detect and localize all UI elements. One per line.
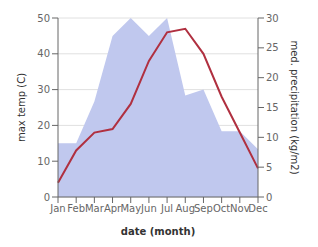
svg-text:max temp (C): max temp (C) — [16, 73, 27, 142]
svg-text:25: 25 — [266, 42, 279, 53]
svg-text:Apr: Apr — [104, 203, 122, 214]
svg-text:Oct: Oct — [213, 203, 230, 214]
svg-text:Sep: Sep — [194, 203, 213, 214]
svg-text:Feb: Feb — [67, 203, 85, 214]
svg-text:0: 0 — [266, 192, 272, 203]
svg-text:med. precipitation (kg/m2): med. precipitation (kg/m2) — [289, 40, 300, 174]
svg-text:0: 0 — [44, 192, 50, 203]
svg-text:Jul: Jul — [160, 203, 173, 214]
svg-text:May: May — [120, 203, 141, 214]
svg-text:30: 30 — [266, 13, 279, 24]
svg-text:50: 50 — [37, 13, 50, 24]
svg-text:40: 40 — [37, 48, 50, 59]
svg-text:10: 10 — [266, 132, 279, 143]
svg-text:15: 15 — [266, 102, 279, 113]
svg-text:Dec: Dec — [248, 203, 267, 214]
svg-text:Jan: Jan — [49, 203, 65, 214]
svg-text:10: 10 — [37, 156, 50, 167]
svg-text:Jun: Jun — [140, 203, 157, 214]
svg-text:Nov: Nov — [230, 203, 250, 214]
svg-text:20: 20 — [37, 120, 50, 131]
svg-text:Mar: Mar — [85, 203, 105, 214]
svg-text:20: 20 — [266, 72, 279, 83]
svg-text:date (month): date (month) — [121, 226, 195, 237]
svg-text:30: 30 — [37, 84, 50, 95]
svg-text:5: 5 — [266, 162, 272, 173]
svg-text:Aug: Aug — [176, 203, 196, 214]
